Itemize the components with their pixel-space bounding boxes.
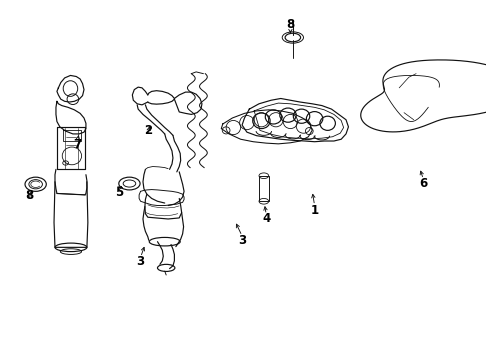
Text: 4: 4: [262, 212, 270, 225]
Bar: [259, 176, 268, 201]
Text: 3: 3: [238, 234, 245, 247]
Text: 2: 2: [143, 124, 152, 137]
Text: 3: 3: [136, 255, 144, 268]
Text: 6: 6: [418, 177, 427, 190]
Text: 5: 5: [115, 186, 122, 199]
Text: 1: 1: [310, 204, 318, 217]
Text: 7: 7: [74, 138, 81, 151]
Text: 8: 8: [25, 189, 33, 202]
Text: 8: 8: [285, 18, 294, 31]
